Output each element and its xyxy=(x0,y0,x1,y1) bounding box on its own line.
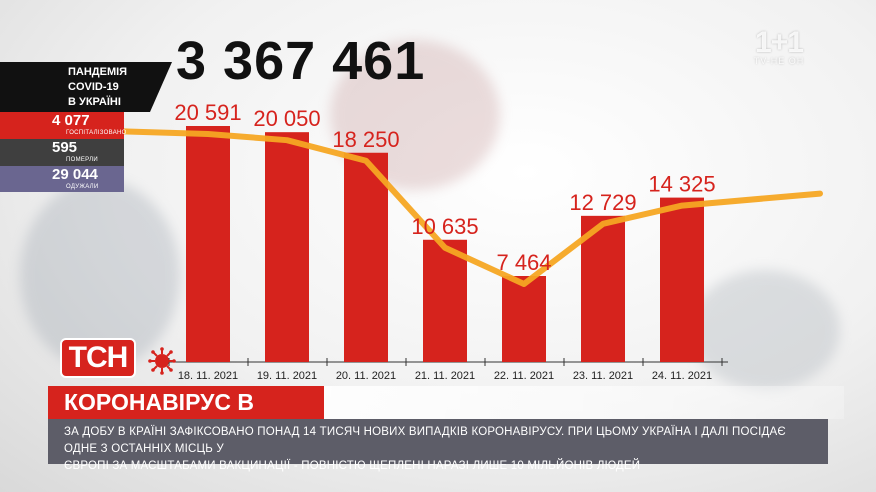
bar xyxy=(265,132,309,362)
stat-label: ПОМЕРЛИ xyxy=(66,157,98,163)
stat-value: 29 044 xyxy=(52,166,98,183)
data-label: 20 591 xyxy=(174,100,241,125)
virus-icon xyxy=(148,347,176,375)
data-label: 10 635 xyxy=(411,214,478,239)
background-virus-blob xyxy=(690,270,840,390)
stats-title-line: В УКРАЇНІ xyxy=(68,96,121,108)
x-tick-label: 23. 11. 2021 xyxy=(573,370,633,382)
headline-fade xyxy=(324,386,844,419)
stat-label: ГОСПІТАЛІЗОВАНО xyxy=(66,130,127,136)
x-tick-label: 20. 11. 2021 xyxy=(336,370,396,382)
stat-hospitalized: 4 077 ГОСПІТАЛІЗОВАНО xyxy=(0,112,127,139)
logo-subtitle: TV-HE OH xyxy=(753,56,805,66)
x-tick-label: 24. 11. 2021 xyxy=(652,370,712,382)
data-label: 7 464 xyxy=(496,250,551,275)
bar xyxy=(344,152,388,362)
news-ticker: ЗА ДОБУ В КРАЇНІ ЗАФІКСОВАНО ПОНАД 14 ТИ… xyxy=(48,419,828,472)
stat-label: ОДУЖАЛИ xyxy=(66,184,99,190)
trend-line xyxy=(77,127,823,287)
pandemic-stats-panel: ПАНДЕМІЯ COVID-19 В УКРАЇНІ 4 077 ГОСПІТ… xyxy=(0,62,172,192)
stat-deaths: 595 ПОМЕРЛИ xyxy=(0,139,124,166)
x-tick-label: 22. 11. 2021 xyxy=(494,370,554,382)
tsn-logo: ТСН xyxy=(60,338,136,378)
stats-title-line: COVID-19 xyxy=(68,81,119,93)
logo-mark: 1+1 xyxy=(755,26,804,59)
data-label: 18 250 xyxy=(332,127,399,152)
bar xyxy=(581,215,625,362)
x-tick-label: 18. 11. 2021 xyxy=(178,370,238,382)
total-cases: 3 367 461 xyxy=(176,31,426,91)
data-label: 20 050 xyxy=(253,106,320,131)
ticker-line: ЗА ДОБУ В КРАЇНІ ЗАФІКСОВАНО ПОНАД 14 ТИ… xyxy=(64,426,786,455)
bar xyxy=(502,276,546,362)
ticker-line: ЄВРОПІ ЗА МАСШТАБАМИ ВАКЦИНАЦІЇ - ПОВНІС… xyxy=(64,460,641,472)
data-label: 14 325 xyxy=(648,172,715,197)
stat-value: 595 xyxy=(52,139,78,156)
x-tick-label: 19. 11. 2021 xyxy=(257,370,317,382)
x-tick-label: 21. 11. 2021 xyxy=(415,370,475,382)
stats-title-line: ПАНДЕМІЯ xyxy=(68,66,128,78)
bar xyxy=(660,197,704,362)
stats-title: ПАНДЕМІЯ COVID-19 В УКРАЇНІ xyxy=(0,62,172,112)
channel-1plus1-logo: 1+1 TV-HE OH xyxy=(734,26,824,66)
bar xyxy=(423,239,467,362)
stat-recovered: 29 044 ОДУЖАЛИ xyxy=(0,166,124,192)
data-label: 12 729 xyxy=(569,190,636,215)
stat-value: 4 077 xyxy=(52,112,90,129)
bar xyxy=(186,126,230,362)
headline-bar: КОРОНАВІРУС В УКРАЇНІ xyxy=(48,386,324,448)
